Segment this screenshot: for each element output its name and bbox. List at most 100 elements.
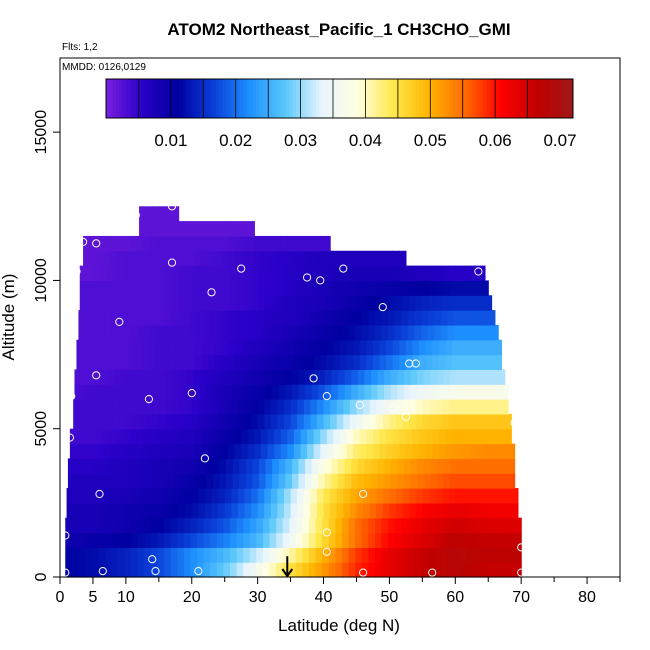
- heatmap-cell: [89, 235, 97, 252]
- heatmap-cell: [374, 324, 383, 341]
- heatmap-cell: [422, 295, 430, 311]
- heatmap-cell: [455, 265, 463, 282]
- heatmap-cell: [461, 488, 470, 504]
- heatmap-cell: [157, 324, 165, 341]
- heatmap-cell: [297, 295, 305, 311]
- heatmap-cell: [496, 458, 504, 474]
- heatmap-cell: [323, 488, 331, 504]
- heatmap-cell: [311, 473, 319, 489]
- colorbar-segment: [406, 79, 411, 118]
- heatmap-cell: [175, 235, 183, 252]
- heatmap-cell: [386, 443, 394, 459]
- heatmap-cell: [142, 250, 150, 267]
- heatmap-cell: [328, 310, 336, 326]
- heatmap-cell: [478, 339, 486, 356]
- heatmap-cell: [91, 324, 99, 341]
- heatmap-cell: [127, 369, 135, 385]
- colorbar-segment: [526, 79, 531, 118]
- heatmap-cell: [139, 502, 147, 519]
- colorbar-segment: [402, 79, 407, 118]
- sample-point: [61, 531, 70, 540]
- heatmap-cell: [402, 488, 410, 504]
- heatmap-cell: [85, 517, 93, 534]
- heatmap-cell: [310, 488, 318, 504]
- heatmap-cell: [164, 532, 172, 548]
- heatmap-cell: [368, 532, 376, 548]
- heatmap-cell: [307, 428, 315, 445]
- colorbar-segment: [556, 79, 561, 118]
- heatmap-cell: [364, 384, 372, 400]
- heatmap-cell: [447, 562, 455, 578]
- heatmap-cell: [369, 265, 377, 282]
- colorbar-segment: [509, 79, 514, 118]
- heatmap-cell: [117, 547, 126, 563]
- heatmap-cell: [277, 502, 285, 519]
- heatmap-cell: [434, 562, 442, 578]
- heatmap-cell: [359, 339, 367, 356]
- heatmap-cell: [274, 339, 282, 356]
- heatmap-cell: [473, 517, 481, 534]
- heatmap-cell: [94, 369, 102, 385]
- colorbar-segment: [259, 79, 264, 118]
- heatmap-cell: [502, 384, 509, 400]
- heatmap-cell: [493, 324, 499, 341]
- heatmap-cell: [252, 458, 260, 474]
- heatmap-cell: [428, 399, 437, 415]
- colorbar-segment: [129, 79, 134, 118]
- heatmap-cell: [298, 473, 306, 489]
- heatmap-cell: [315, 310, 323, 326]
- heatmap-cell: [237, 221, 246, 237]
- heatmap-cell: [401, 310, 409, 326]
- colorbar-segment: [436, 79, 441, 118]
- heatmap-cell: [91, 562, 99, 578]
- colorbar-segment: [422, 79, 427, 118]
- heatmap-cell: [132, 295, 140, 311]
- heatmap-cell: [197, 562, 205, 578]
- colorbar-segment: [522, 79, 527, 118]
- colorbar-segment: [389, 79, 394, 118]
- colorbar-segment: [439, 79, 444, 118]
- heatmap-cell: [256, 324, 264, 341]
- heatmap-cell: [89, 428, 97, 445]
- heatmap-cell: [302, 310, 310, 326]
- heatmap-cell: [475, 488, 483, 504]
- heatmap-cell: [410, 384, 418, 400]
- heatmap-cell: [452, 443, 460, 459]
- heatmap-cell: [201, 443, 209, 459]
- sample-point: [322, 547, 331, 556]
- heatmap-cell: [133, 369, 141, 385]
- heatmap-cell: [478, 428, 486, 445]
- heatmap-cell: [493, 310, 496, 326]
- heatmap-cell: [458, 354, 466, 370]
- heatmap-cell: [359, 354, 367, 370]
- heatmap-cell: [361, 517, 369, 534]
- sample-point: [187, 389, 196, 398]
- heatmap-cell: [133, 458, 141, 474]
- heatmap-cell: [83, 339, 91, 356]
- heatmap-cell: [282, 562, 290, 578]
- flights-label: Flts: 1,2: [62, 42, 98, 53]
- heatmap-cell: [335, 532, 343, 548]
- colorbar-segment: [322, 79, 327, 118]
- heatmap-cell: [144, 532, 152, 548]
- sample-point: [322, 392, 331, 401]
- heatmap-cell: [278, 473, 286, 489]
- heatmap-cell: [228, 339, 236, 356]
- heatmap-cell: [256, 532, 264, 548]
- heatmap-cell: [369, 413, 377, 430]
- heatmap-cell: [356, 399, 364, 415]
- heatmap-cell: [243, 324, 251, 341]
- heatmap-cell: [278, 369, 286, 385]
- heatmap-cell: [289, 324, 297, 341]
- heatmap-cell: [382, 295, 391, 311]
- heatmap-cell: [254, 339, 262, 356]
- heatmap-cell: [280, 354, 288, 370]
- heatmap-cell: [81, 384, 89, 400]
- heatmap-cell: [369, 502, 377, 519]
- heatmap-cell: [368, 562, 376, 578]
- heatmap-cell: [78, 562, 86, 578]
- heatmap-cell: [157, 310, 165, 326]
- heatmap-cell: [264, 488, 272, 504]
- heatmap-cell: [276, 547, 284, 563]
